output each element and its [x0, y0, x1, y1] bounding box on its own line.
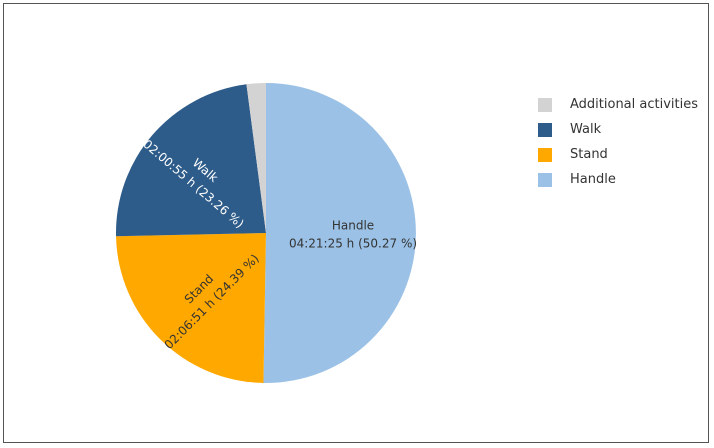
legend-label: Stand — [570, 147, 608, 162]
legend-swatch — [538, 172, 552, 187]
legend-label: Walk — [570, 122, 602, 137]
slice-label-handle: Handle 04:21:25 h (50.27 %) — [289, 219, 417, 251]
legend-swatch — [538, 147, 552, 162]
legend-item-walk[interactable]: Walk — [538, 117, 698, 142]
legend-label: Handle — [570, 172, 616, 187]
pie-slice-stand[interactable] — [116, 233, 266, 383]
slice-label-name: Handle — [332, 219, 374, 233]
legend-swatch — [538, 97, 552, 112]
legend-item-additional-activities[interactable]: Additional activities — [538, 92, 698, 117]
pie-slice-handle[interactable] — [263, 83, 416, 383]
legend-item-handle[interactable]: Handle — [538, 167, 698, 192]
legend-label: Additional activities — [570, 97, 699, 112]
pie-slice-walk[interactable] — [115, 84, 267, 237]
pie-slice-additional-activities[interactable] — [246, 83, 266, 233]
legend: Additional activities Walk Stand Handle — [538, 92, 698, 192]
slice-label-detail: 04:21:25 h (50.27 %) — [289, 237, 417, 251]
legend-swatch — [538, 122, 552, 137]
pie-slices — [115, 83, 416, 383]
legend-item-stand[interactable]: Stand — [538, 142, 698, 167]
